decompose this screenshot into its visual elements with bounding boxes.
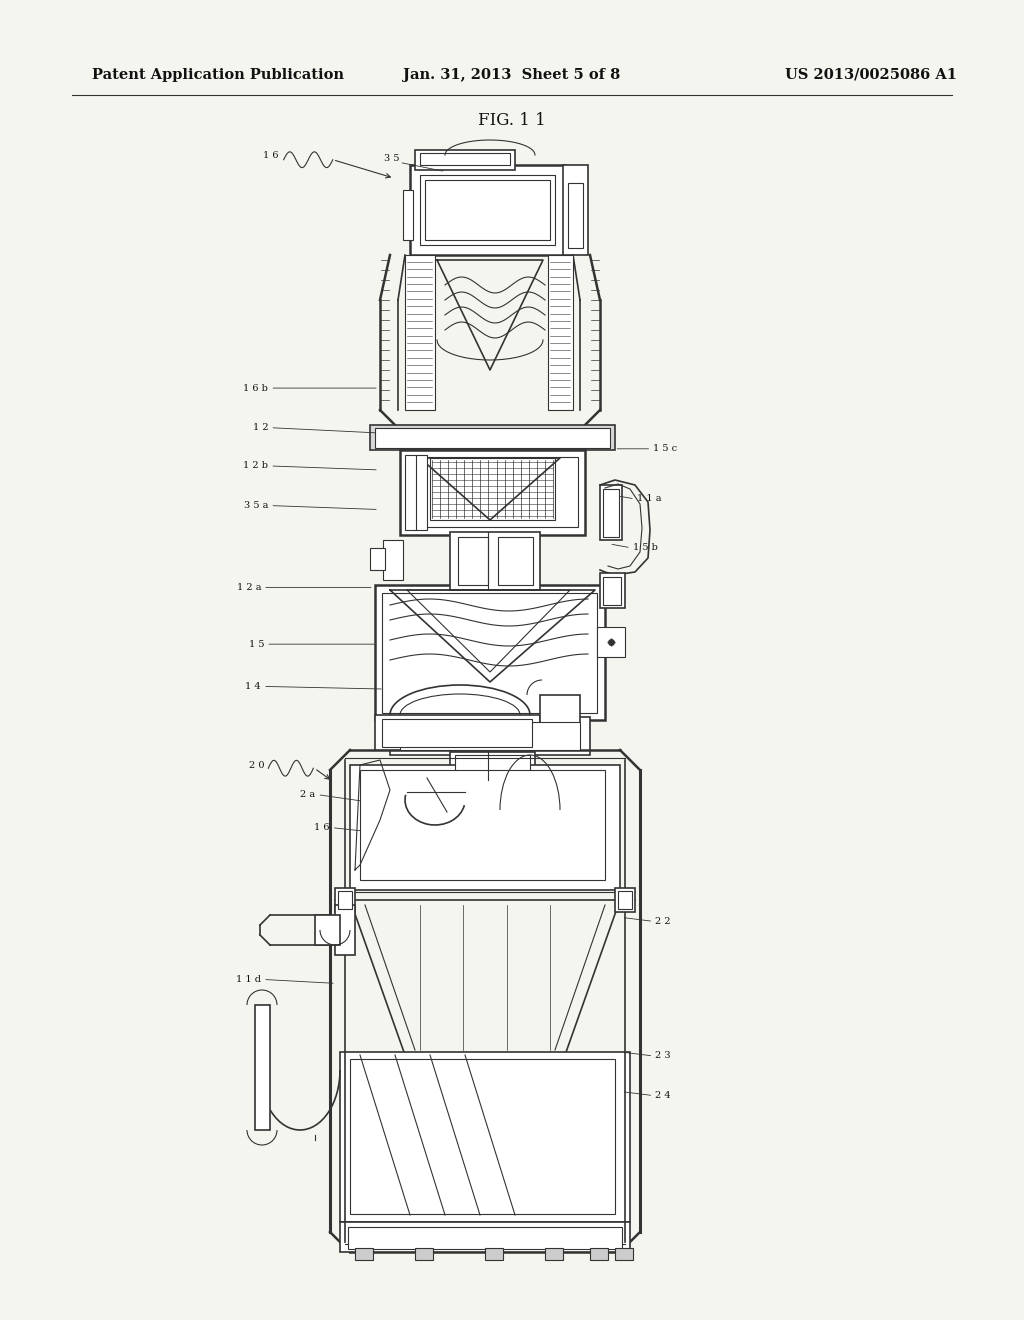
Text: 2 2: 2 2 bbox=[655, 917, 671, 925]
Bar bbox=[403, 190, 413, 240]
Bar bbox=[340, 1052, 630, 1222]
Text: 2 4: 2 4 bbox=[655, 1092, 671, 1100]
Text: 1 6: 1 6 bbox=[314, 824, 330, 832]
Bar bbox=[348, 1228, 622, 1249]
Bar bbox=[455, 755, 530, 777]
Text: FIG. 1 2: FIG. 1 2 bbox=[437, 719, 505, 737]
Bar bbox=[375, 715, 540, 750]
Bar bbox=[485, 1247, 503, 1261]
Bar bbox=[408, 457, 578, 527]
Text: 2 a: 2 a bbox=[300, 791, 315, 799]
Text: Patent Application Publication: Patent Application Publication bbox=[92, 69, 344, 82]
Text: 1 6: 1 6 bbox=[263, 152, 279, 160]
Bar bbox=[406, 455, 427, 531]
Text: 1 5: 1 5 bbox=[249, 640, 264, 648]
Bar bbox=[340, 1222, 630, 1251]
Text: 3 5: 3 5 bbox=[384, 154, 399, 162]
Bar bbox=[548, 255, 573, 411]
Bar bbox=[415, 150, 515, 170]
Bar bbox=[430, 458, 555, 520]
Bar bbox=[597, 627, 625, 657]
Bar bbox=[375, 585, 605, 719]
Bar bbox=[370, 548, 385, 570]
Bar bbox=[335, 888, 355, 912]
Bar bbox=[420, 176, 555, 246]
Bar bbox=[315, 915, 340, 945]
Bar bbox=[383, 540, 403, 579]
Bar bbox=[590, 1247, 608, 1261]
Text: 1 2: 1 2 bbox=[253, 424, 268, 432]
Bar bbox=[400, 722, 580, 750]
Bar bbox=[568, 183, 583, 248]
Text: 1 1 a: 1 1 a bbox=[637, 495, 662, 503]
Text: 3 5 a: 3 5 a bbox=[244, 502, 268, 510]
Text: 1 2 a: 1 2 a bbox=[237, 583, 261, 591]
Bar bbox=[355, 1247, 373, 1261]
Text: 2 0: 2 0 bbox=[249, 762, 264, 770]
Bar bbox=[545, 1247, 563, 1261]
Bar bbox=[370, 425, 615, 450]
Bar bbox=[600, 573, 625, 609]
Bar bbox=[410, 165, 565, 255]
Bar bbox=[338, 891, 352, 909]
Text: 1 4: 1 4 bbox=[246, 682, 261, 690]
Bar bbox=[603, 488, 618, 537]
Text: 1 5 c: 1 5 c bbox=[653, 445, 678, 453]
Bar bbox=[406, 255, 435, 411]
Text: 1 5 b: 1 5 b bbox=[633, 544, 657, 552]
Bar bbox=[498, 537, 534, 585]
Bar bbox=[458, 537, 488, 585]
Bar bbox=[425, 180, 550, 240]
Text: 1 1 d: 1 1 d bbox=[237, 975, 261, 983]
Bar bbox=[600, 484, 622, 540]
Bar bbox=[615, 888, 635, 912]
Bar bbox=[618, 891, 632, 909]
Bar bbox=[450, 752, 535, 780]
Text: 1 6 b: 1 6 b bbox=[244, 384, 268, 392]
Bar bbox=[540, 696, 580, 725]
Text: US 2013/0025086 A1: US 2013/0025086 A1 bbox=[785, 69, 957, 82]
Bar bbox=[603, 577, 621, 605]
Bar bbox=[615, 1247, 633, 1261]
Bar bbox=[390, 717, 590, 755]
Bar bbox=[415, 1247, 433, 1261]
Bar bbox=[450, 532, 540, 590]
Bar bbox=[360, 770, 605, 880]
Bar bbox=[382, 719, 532, 747]
Bar bbox=[420, 153, 510, 165]
Text: 1 2 b: 1 2 b bbox=[244, 462, 268, 470]
Bar bbox=[563, 165, 588, 255]
Bar bbox=[375, 428, 610, 447]
Bar bbox=[382, 593, 597, 713]
Bar bbox=[255, 1005, 270, 1130]
Text: FIG. 1 1: FIG. 1 1 bbox=[478, 112, 546, 129]
Text: Jan. 31, 2013  Sheet 5 of 8: Jan. 31, 2013 Sheet 5 of 8 bbox=[403, 69, 621, 82]
Bar bbox=[350, 766, 620, 890]
Text: 2 3: 2 3 bbox=[655, 1052, 671, 1060]
Bar bbox=[400, 450, 585, 535]
Bar bbox=[335, 906, 355, 954]
Bar bbox=[350, 1059, 615, 1214]
